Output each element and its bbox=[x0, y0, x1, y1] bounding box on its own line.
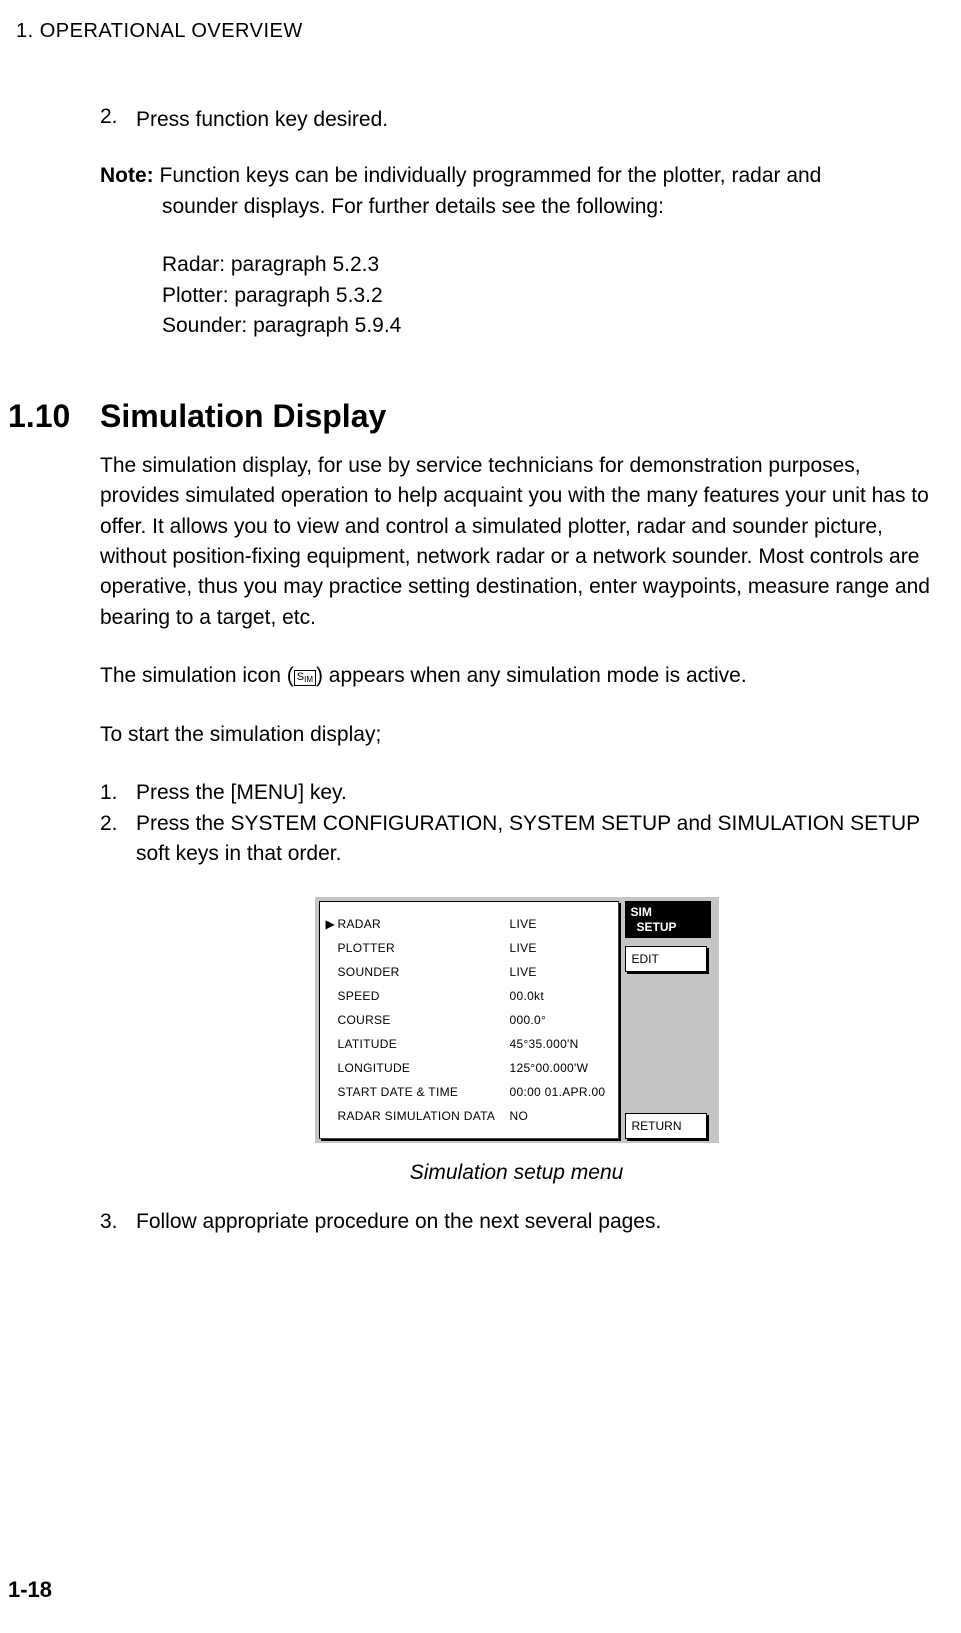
list-item: 2. Press function key desired. bbox=[100, 105, 933, 135]
text-run: ) appears when any simulation mode is ac… bbox=[316, 664, 747, 687]
menu-value: 000.0° bbox=[510, 1008, 610, 1032]
paragraph: To start the simulation display; bbox=[100, 720, 933, 750]
table-row: LATITUDE 45°35.000'N bbox=[326, 1032, 610, 1056]
cursor-cell bbox=[326, 936, 338, 960]
note-line: Note: Function keys can be individually … bbox=[100, 161, 933, 191]
list-text: Press the SYSTEM CONFIGURATION, SYSTEM S… bbox=[136, 809, 933, 870]
menu-label: PLOTTER bbox=[338, 936, 510, 960]
menu-label: SPEED bbox=[338, 984, 510, 1008]
table-row: RADAR SIMULATION DATA NO bbox=[326, 1104, 610, 1128]
text-run: The simulation icon ( bbox=[100, 664, 294, 687]
menu-label: LONGITUDE bbox=[338, 1056, 510, 1080]
reference-line: Sounder: paragraph 5.9.4 bbox=[162, 311, 933, 341]
page-number: 1-18 bbox=[8, 1577, 52, 1603]
menu-table: ▶ RADAR LIVE PLOTTER LIVE SOUNDER LIVE bbox=[326, 912, 610, 1128]
list-number: 1. bbox=[100, 778, 136, 808]
ordered-list: 3. Follow appropriate procedure on the n… bbox=[100, 1207, 933, 1237]
side-header-line: SETUP bbox=[631, 920, 707, 934]
menu-figure: ▶ RADAR LIVE PLOTTER LIVE SOUNDER LIVE bbox=[315, 897, 719, 1185]
list-item: 2. Press the SYSTEM CONFIGURATION, SYSTE… bbox=[100, 809, 933, 870]
ordered-list: 1. Press the [MENU] key. 2. Press the SY… bbox=[100, 778, 933, 869]
menu-value: LIVE bbox=[510, 912, 610, 936]
list-text: Press function key desired. bbox=[136, 105, 388, 135]
menu-value: LIVE bbox=[510, 960, 610, 984]
list-number: 2. bbox=[100, 809, 136, 870]
list-number: 3. bbox=[100, 1207, 136, 1237]
note-line: sounder displays. For further details se… bbox=[162, 192, 933, 222]
cursor-cell bbox=[326, 1008, 338, 1032]
spacer bbox=[625, 972, 711, 1105]
section-title: Simulation Display bbox=[100, 398, 386, 435]
table-row: LONGITUDE 125°00.000'W bbox=[326, 1056, 610, 1080]
menu-value: 45°35.000'N bbox=[510, 1032, 610, 1056]
menu-value: NO bbox=[510, 1104, 610, 1128]
table-row: ▶ RADAR LIVE bbox=[326, 912, 610, 936]
table-row: SOUNDER LIVE bbox=[326, 960, 610, 984]
return-button[interactable]: RETURN bbox=[625, 1113, 707, 1139]
section-heading: 1.10 Simulation Display bbox=[100, 398, 933, 435]
table-row: SPEED 00.0kt bbox=[326, 984, 610, 1008]
cursor-cell bbox=[326, 1104, 338, 1128]
menu-label: LATITUDE bbox=[338, 1032, 510, 1056]
menu-label: SOUNDER bbox=[338, 960, 510, 984]
note-block: Note: Function keys can be individually … bbox=[100, 161, 933, 222]
paragraph: The simulation display, for use by servi… bbox=[100, 451, 933, 634]
list-text: Press the [MENU] key. bbox=[136, 778, 933, 808]
cursor-cell bbox=[326, 1056, 338, 1080]
edit-button[interactable]: EDIT bbox=[625, 946, 707, 972]
list-item: 1. Press the [MENU] key. bbox=[100, 778, 933, 808]
menu-value: 00.0kt bbox=[510, 984, 610, 1008]
note-text: Function keys can be individually progra… bbox=[154, 164, 822, 187]
paragraph: The simulation icon (SIM) appears when a… bbox=[100, 661, 933, 691]
menu-value: 00:00 01.APR.00 bbox=[510, 1080, 610, 1104]
menu-label: START DATE & TIME bbox=[338, 1080, 510, 1104]
section-number: 1.10 bbox=[8, 398, 108, 435]
list-item: 3. Follow appropriate procedure on the n… bbox=[100, 1207, 933, 1237]
list-number: 2. bbox=[100, 105, 136, 135]
sim-icon: SIM bbox=[294, 670, 316, 686]
cursor-cell bbox=[326, 984, 338, 1008]
cursor-icon: ▶ bbox=[326, 912, 338, 936]
body-region: 2. Press function key desired. Note: Fun… bbox=[100, 105, 933, 1238]
menu-label: COURSE bbox=[338, 1008, 510, 1032]
reference-line: Radar: paragraph 5.2.3 bbox=[162, 250, 933, 280]
page-header: 1. OPERATIONAL OVERVIEW bbox=[16, 20, 933, 43]
reference-block: Radar: paragraph 5.2.3 Plotter: paragrap… bbox=[162, 250, 933, 341]
table-row: PLOTTER LIVE bbox=[326, 936, 610, 960]
menu-label: RADAR SIMULATION DATA bbox=[338, 1104, 510, 1128]
menu-main-panel: ▶ RADAR LIVE PLOTTER LIVE SOUNDER LIVE bbox=[319, 901, 619, 1139]
side-header-line: SIM bbox=[631, 905, 707, 919]
menu-label: RADAR bbox=[338, 912, 510, 936]
menu-value: LIVE bbox=[510, 936, 610, 960]
list-text: Follow appropriate procedure on the next… bbox=[136, 1207, 933, 1237]
cursor-cell bbox=[326, 960, 338, 984]
note-label: Note: bbox=[100, 164, 154, 187]
cursor-cell bbox=[326, 1080, 338, 1104]
table-row: COURSE 000.0° bbox=[326, 1008, 610, 1032]
figure-caption: Simulation setup menu bbox=[315, 1161, 719, 1185]
table-row: START DATE & TIME 00:00 01.APR.00 bbox=[326, 1080, 610, 1104]
reference-line: Plotter: paragraph 5.3.2 bbox=[162, 281, 933, 311]
menu-outer: ▶ RADAR LIVE PLOTTER LIVE SOUNDER LIVE bbox=[315, 897, 719, 1143]
menu-value: 125°00.000'W bbox=[510, 1056, 610, 1080]
side-header: SIM SETUP bbox=[625, 901, 711, 938]
menu-side-panel: SIM SETUP EDIT RETURN bbox=[625, 901, 711, 1139]
cursor-cell bbox=[326, 1032, 338, 1056]
